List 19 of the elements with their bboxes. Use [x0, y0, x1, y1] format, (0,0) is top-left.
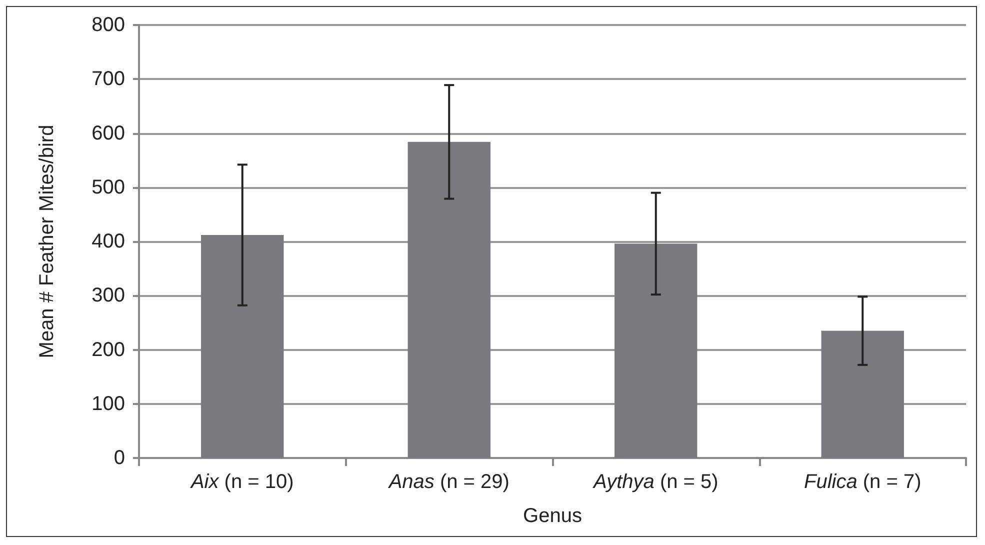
- y-tick-label: 400: [92, 230, 125, 252]
- y-tick-label: 100: [92, 392, 125, 415]
- y-tick-label: 800: [92, 14, 125, 36]
- y-tick-label: 0: [114, 447, 125, 469]
- x-tick-label: Fulica (n = 7): [804, 471, 922, 493]
- y-axis-title: Mean # Feather Mites/bird: [36, 124, 58, 358]
- bar: [614, 244, 698, 458]
- y-tick-label: 300: [92, 284, 125, 307]
- y-tick-label: 500: [92, 176, 125, 198]
- bar: [201, 235, 284, 458]
- x-tick-label: Aix (n = 10): [190, 471, 294, 493]
- y-tick-label: 600: [92, 122, 125, 144]
- x-tick-label: Aythya (n = 5): [592, 471, 718, 493]
- x-tick-label: Anas (n = 29): [388, 471, 510, 493]
- y-tick-label: 700: [92, 68, 125, 90]
- bar: [408, 142, 490, 458]
- x-axis-title: Genus: [523, 505, 582, 527]
- y-tick-label: 200: [92, 338, 125, 361]
- bar: [821, 330, 904, 458]
